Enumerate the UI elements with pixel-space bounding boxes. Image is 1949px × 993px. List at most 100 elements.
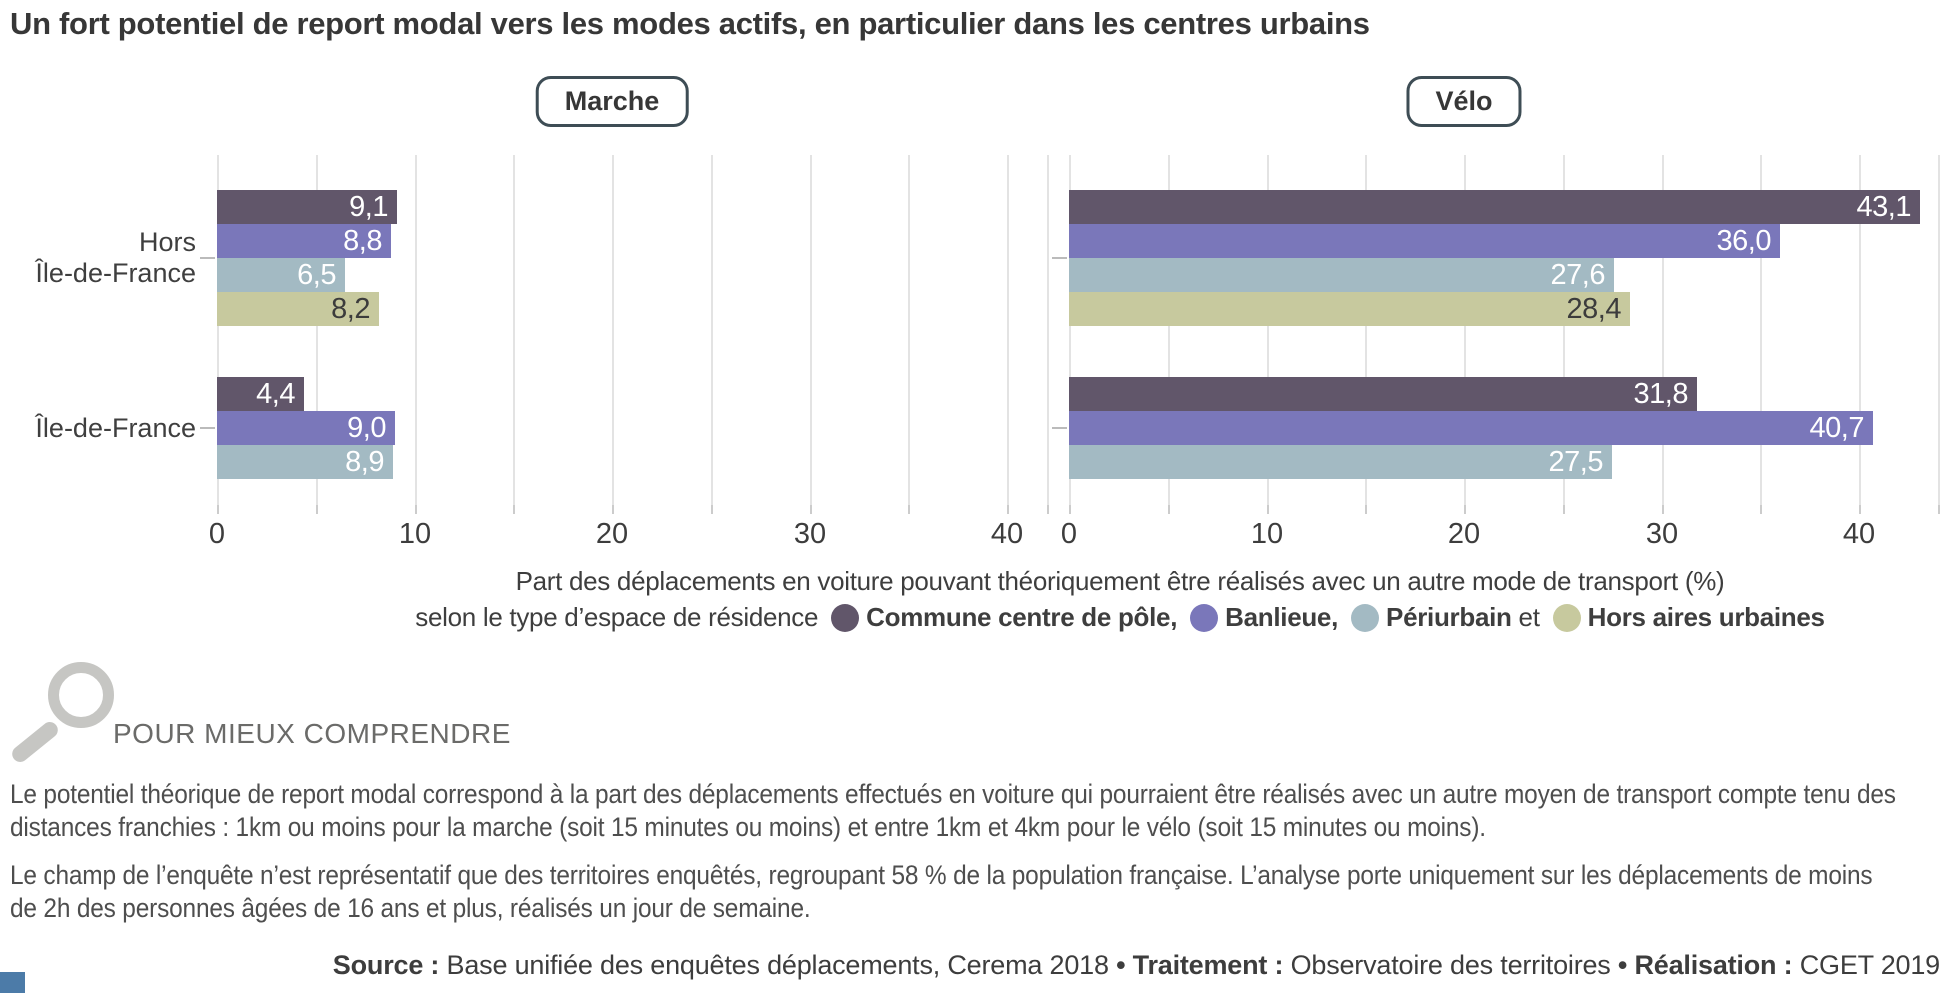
bar-p-riurbain: 6,5 [217,258,345,292]
gridline [1267,155,1269,505]
axis-tick [1007,505,1009,514]
bar-value-label: 36,0 [1716,225,1772,257]
panel-badge-velo-label: Vélo [1435,86,1493,116]
bar-value-label: 43,1 [1856,191,1912,223]
bar-value-label: 8,9 [345,446,384,478]
axis-tick [1563,505,1565,514]
bar-banlieue: 36,0 [1069,224,1780,258]
axis-tick [1859,505,1861,514]
bar-value-label: 27,6 [1550,259,1606,291]
legend-item-label: Banlieue, [1225,602,1339,632]
axis-tick [1168,505,1170,514]
bar-p-riurbain: 8,9 [217,445,393,479]
info-paragraph: Le champ de l’enquête n’est représentati… [10,860,1873,923]
gridline [513,155,515,505]
bar-value-label: 8,2 [331,293,370,325]
bar-value-label: 6,5 [297,259,336,291]
axis-tick-label: 0 [1060,518,1078,550]
category-label: Hors Île-de-France [0,227,196,289]
category-tick [200,427,215,429]
axis-tick [612,505,614,514]
axis-tick-label: 0 [208,518,226,550]
bar-value-label: 27,5 [1548,446,1604,478]
gridline [711,155,713,505]
chart-panel-velo: 0 10 20 30 40 43,1 36,0 27,6 28,4 31,8 40,7 27,5 [1052,155,1940,550]
gridline [1069,155,1071,505]
axis-tick-label: 20 [595,518,629,550]
magnifier-icon [8,660,118,770]
gridline [1168,155,1170,505]
info-section-heading: POUR MIEUX COMPRENDRE [113,718,511,749]
axis-tick [711,505,713,514]
bar-value-label: 31,8 [1633,378,1689,410]
chart-legend: Part des déplacements en voiture pouvant… [300,566,1940,633]
bar-hors-aires-urbaines: 8,2 [217,292,379,326]
source-label: Source : [332,950,447,980]
gridline [217,155,219,505]
source-label: • [1617,950,1635,980]
bar-value-label: 40,7 [1809,412,1865,444]
bar-hors-aires-urbaines: 28,4 [1069,292,1630,326]
source-line: Source : Base unifiée des enquêtes dépla… [140,950,1940,981]
axis-tick-label: 10 [398,518,432,550]
category-tick [200,257,215,259]
source-value: Observatoire des territoires [1290,950,1618,980]
bar-commune-centre-de-p-le: 9,1 [217,190,397,224]
gridline [1662,155,1664,505]
gridline [1563,155,1565,505]
chart-panel-marche: 0 10 20 30 40 9,1 8,8 6,5 8,2 4,4 9,0 8,9 [200,155,1049,550]
bar-value-label: 4,4 [256,378,295,410]
bar-commune-centre-de-p-le: 43,1 [1069,190,1920,224]
info-paragraph: Le potentiel théorique de report modal c… [10,779,1896,842]
legend-prefix: selon le type d’espace de résidence [415,602,819,632]
panel-badge-marche: Marche [535,76,689,127]
gridline [1464,155,1466,505]
axis-tick [1662,505,1664,514]
axis-tick [1938,505,1940,514]
axis-tick [1464,505,1466,514]
category-label-line: Île-de-France [35,258,196,288]
axis-tick-label: 10 [1250,518,1284,550]
legend-item-label: Hors aires urbaines [1587,602,1825,632]
magnifier-shine [56,669,104,717]
gridline [1047,155,1049,505]
axis-tick-label: 20 [1447,518,1481,550]
axis-tick [1760,505,1762,514]
legend-dot-icon [1190,604,1219,632]
gridline [316,155,318,505]
axis-tick-label: 30 [793,518,827,550]
bar-banlieue: 9,0 [217,411,395,445]
bar-p-riurbain: 27,5 [1069,445,1612,479]
gridline [1938,155,1940,505]
axis-tick [1047,505,1049,514]
axis-tick [1267,505,1269,514]
bar-value-label: 9,1 [349,191,388,223]
bar-banlieue: 40,7 [1069,411,1873,445]
axis-tick [908,505,910,514]
legend-caption: Part des déplacements en voiture pouvant… [515,566,1725,596]
gridline [810,155,812,505]
gridline [1760,155,1762,505]
legend-dot-icon [831,604,860,632]
source-label: • [1116,950,1133,980]
axis-tick [810,505,812,514]
gridline [1007,155,1009,505]
legend-items-row: selon le type d’espace de résidence Commu… [300,602,1940,633]
bar-commune-centre-de-p-le: 4,4 [217,377,304,411]
category-label-line: Île-de-France [35,413,196,443]
axis-tick [513,505,515,514]
source-label: Réalisation : [1634,950,1800,980]
legend-dot-icon [1552,604,1581,632]
bar-commune-centre-de-p-le: 31,8 [1069,377,1697,411]
gridline [1365,155,1367,505]
source-value: CGET 2019 [1799,950,1940,980]
source-label: Traitement : [1132,950,1291,980]
legend-dot-icon [1351,604,1380,632]
bar-p-riurbain: 27,6 [1069,258,1614,292]
axis-tick-label: 30 [1645,518,1679,550]
category-label-line: Hors [138,227,196,257]
source-value: Base unifiée des enquêtes déplacements, … [446,950,1117,980]
gridline [908,155,910,505]
axis-tick-label: 40 [1842,518,1876,550]
